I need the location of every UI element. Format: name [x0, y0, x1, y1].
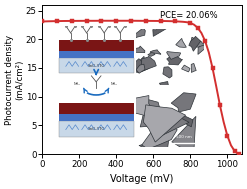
Y-axis label: Photocurrent density
(mA/cm²): Photocurrent density (mA/cm²) — [5, 34, 24, 125]
Text: PCE= 20.06%: PCE= 20.06% — [160, 11, 218, 20]
X-axis label: Voltage (mV): Voltage (mV) — [110, 174, 174, 184]
